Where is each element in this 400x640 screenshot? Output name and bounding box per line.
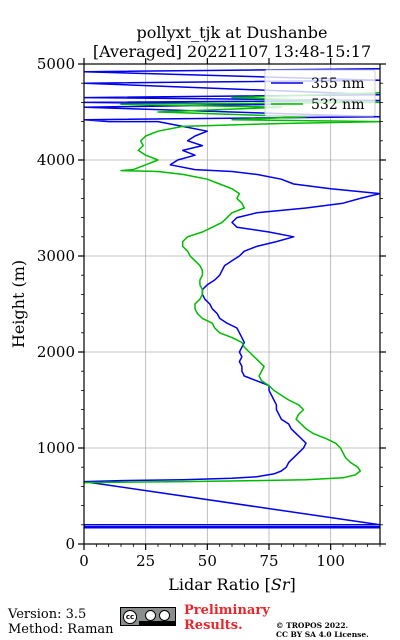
x-tick-label: 75 — [259, 552, 278, 570]
x-axis-label: Lidar Ratio [Sr] — [168, 575, 296, 594]
copyright-line1: © TROPOS 2022. — [276, 621, 349, 630]
y-axis-label: Height (m) — [9, 260, 28, 348]
grid — [83, 63, 380, 545]
copyright-text: © TROPOS 2022. CC BY SA 4.0 License. — [276, 621, 369, 639]
legend: 355 nm 532 nm — [264, 69, 376, 117]
series-line-532-nm — [84, 92, 380, 484]
chart-title: pollyxt_tjk at Dushanbe — [136, 23, 327, 42]
y-tick-label: 3000 — [37, 247, 75, 265]
chart-subtitle: [Averaged] 20221107 13:48-15:17 — [93, 42, 371, 61]
version-text: Version: 3.5 — [8, 607, 87, 622]
method-text: Method: Raman — [8, 622, 114, 637]
y-tick-label: 4000 — [37, 151, 75, 169]
preliminary-line1: Preliminary — [184, 603, 270, 618]
y-tick-label: 0 — [65, 535, 75, 553]
preliminary-results-text: Preliminary Results. — [184, 603, 270, 633]
y-tick-label: 2000 — [37, 343, 75, 361]
legend-label: 355 nm — [311, 76, 364, 92]
preliminary-line2: Results. — [184, 618, 243, 633]
x-tick-label: 0 — [79, 552, 89, 570]
legend-label: 532 nm — [311, 97, 364, 113]
cc-by-sa-icon: cc — [120, 607, 176, 626]
x-tick-label: 50 — [198, 552, 217, 570]
copyright-line2: CC BY SA 4.0 License. — [276, 630, 369, 639]
x-tick-label: 25 — [136, 552, 155, 570]
x-tick-label: 100 — [316, 552, 345, 570]
y-tick-label: 1000 — [37, 439, 75, 457]
plot-frame — [83, 63, 381, 545]
series-line-355-nm — [84, 68, 380, 529]
y-tick-label: 5000 — [37, 55, 75, 73]
